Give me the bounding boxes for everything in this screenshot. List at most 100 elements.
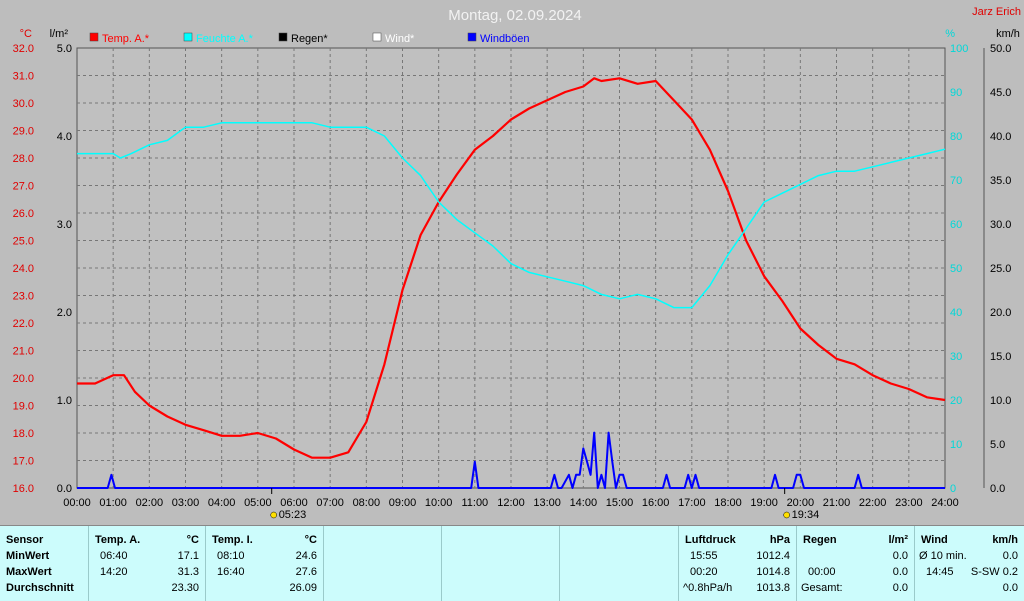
rain-tick-label: 1.0 <box>57 395 72 407</box>
legend-label: Wind* <box>385 33 415 45</box>
temp-tick-label: 25.0 <box>13 236 34 248</box>
rain-tick-label: 2.0 <box>57 307 72 319</box>
x-tick-label: 18:00 <box>714 497 742 509</box>
temp-tick-label: 30.0 <box>13 98 34 110</box>
legend-swatch <box>372 32 382 42</box>
empty-column-3 <box>560 526 679 601</box>
wind-tick-label: 30.0 <box>990 219 1011 231</box>
sun-markers: 05:23 19:34 <box>270 488 820 521</box>
temp-tick-label: 28.0 <box>13 153 34 165</box>
rain-axis-unit: l/m² <box>50 28 69 40</box>
temp-a-avg-value: 23.30 <box>171 582 199 594</box>
humidity-tick-label: 50 <box>950 263 962 275</box>
humidity-tick-label: 20 <box>950 395 962 407</box>
rain-min-value: 0.0 <box>892 550 908 562</box>
wind-tick-label: 5.0 <box>990 439 1005 451</box>
temp-tick-label: 31.0 <box>13 71 34 83</box>
pressure-min-time: 15:55 <box>690 550 718 562</box>
rain-max-time: 00:00 <box>808 566 836 578</box>
rain-total-label: Gesamt: <box>801 582 843 594</box>
temp-a-min-value: 17.1 <box>177 550 199 562</box>
x-tick-label: 14:00 <box>570 497 598 509</box>
temp-i-max-time: 16:40 <box>217 566 245 578</box>
rain-unit: l/m² <box>888 534 908 546</box>
watermark-text: Jarz Erich <box>972 6 1021 18</box>
sunset-icon <box>783 511 790 519</box>
rain-header: Regen <box>803 534 837 546</box>
x-tick-label: 20:00 <box>787 497 815 509</box>
statistics-panel: Sensor MinWert MaxWert Durchschnitt Temp… <box>0 525 1024 601</box>
wind-header: Wind <box>921 534 948 546</box>
legend-swatch <box>89 32 99 42</box>
x-tick-label: 16:00 <box>642 497 670 509</box>
x-tick-label: 03:00 <box>172 497 200 509</box>
temp-i-header: Temp. I. <box>212 534 253 546</box>
wind-tick-label: 10.0 <box>990 395 1011 407</box>
pressure-min-value: 1012.4 <box>756 550 790 562</box>
temp-tick-label: 27.0 <box>13 181 34 193</box>
humidity-tick-label: 90 <box>950 87 962 99</box>
humidity-tick-label: 80 <box>950 131 962 143</box>
x-tick-label: 07:00 <box>316 497 344 509</box>
empty-column-2 <box>442 526 560 601</box>
pressure-avg-value: 1013.8 <box>756 582 790 594</box>
grid-lines <box>77 48 945 488</box>
wind-tick-label: 0.0 <box>990 483 1005 495</box>
x-tick-label: 24:00 <box>931 497 959 509</box>
temp-tick-label: 18.0 <box>13 428 34 440</box>
temp-i-max-value: 27.6 <box>295 566 317 578</box>
legend-label: Feuchte A.* <box>196 33 254 45</box>
series-line <box>77 77 946 459</box>
series-line <box>77 122 946 309</box>
temp-tick-label: 24.0 <box>13 263 34 275</box>
temp-tick-label: 22.0 <box>13 318 34 330</box>
rain-total-value: 0.0 <box>892 582 908 594</box>
sensor-header: Sensor <box>6 534 44 546</box>
pressure-max-time: 00:20 <box>690 566 718 578</box>
temp-a-column: Temp. A. °C 06:40 17.1 14:20 31.3 23.30 <box>89 526 206 601</box>
row-label-max: MaxWert <box>6 566 52 578</box>
wind-max-value: S-SW 0.2 <box>970 566 1018 578</box>
humidity-tick-label: 0 <box>950 483 956 495</box>
temp-i-min-value: 24.6 <box>295 550 317 562</box>
pressure-trend: ^0.8hPa/h <box>683 582 733 594</box>
series-lines <box>77 77 946 489</box>
sensor-column: Sensor MinWert MaxWert Durchschnitt <box>0 526 89 601</box>
temp-tick-label: 23.0 <box>13 291 34 303</box>
series-line <box>77 431 945 489</box>
x-tick-label: 13:00 <box>533 497 561 509</box>
temp-tick-label: 29.0 <box>13 126 34 138</box>
chart-title: Montag, 02.09.2024 <box>448 7 581 24</box>
x-tick-label: 10:00 <box>425 497 453 509</box>
wind-tick-label: 35.0 <box>990 175 1011 187</box>
x-tick-label: 12:00 <box>497 497 525 509</box>
sunrise-icon <box>270 511 277 519</box>
temp-tick-label: 19.0 <box>13 401 34 413</box>
pressure-column: Luftdruck hPa 15:55 1012.4 00:20 1014.8 ^0.… <box>679 526 797 601</box>
x-tick-label: 19:00 <box>750 497 778 509</box>
x-tick-label: 15:00 <box>606 497 634 509</box>
humidity-tick-label: 40 <box>950 307 962 319</box>
x-tick-label: 08:00 <box>353 497 381 509</box>
wind-column: Wind km/h Ø 10 min. 0.0 14:45 S-SW 0.2 0.0 <box>915 526 1024 601</box>
temp-i-min-time: 08:10 <box>217 550 245 562</box>
temp-axis-unit: °C <box>20 28 32 40</box>
temp-tick-label: 17.0 <box>13 456 34 468</box>
wind-third-value: 0.0 <box>1002 582 1018 594</box>
x-tick-label: 05:00 <box>244 497 272 509</box>
wind-tick-label: 40.0 <box>990 131 1011 143</box>
humidity-tick-label: 30 <box>950 351 962 363</box>
row-label-min: MinWert <box>6 550 50 562</box>
temp-tick-label: 20.0 <box>13 373 34 385</box>
pressure-unit: hPa <box>769 534 790 546</box>
temp-a-min-time: 06:40 <box>100 550 128 562</box>
row-label-avg: Durchschnitt <box>6 582 74 594</box>
sunset-time: 19:34 <box>792 509 820 521</box>
weather-chart: Montag, 02.09.2024 Jarz Erich °C l/m² % … <box>12 6 1021 521</box>
temp-tick-label: 26.0 <box>13 208 34 220</box>
legend-label: Temp. A.* <box>102 33 150 45</box>
rain-column: Regen l/m² 0.0 00:00 0.0 Gesamt: 0.0 <box>797 526 915 601</box>
rain-tick-label: 3.0 <box>57 219 72 231</box>
legend-swatch <box>467 32 477 42</box>
temp-a-max-time: 14:20 <box>100 566 128 578</box>
